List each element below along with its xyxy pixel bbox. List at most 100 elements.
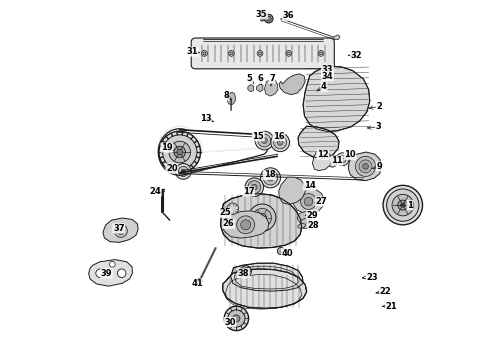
Text: 14: 14 bbox=[304, 181, 316, 190]
Circle shape bbox=[392, 194, 414, 216]
Polygon shape bbox=[223, 269, 307, 309]
Circle shape bbox=[181, 169, 186, 174]
Text: 37: 37 bbox=[113, 224, 124, 233]
Text: 34: 34 bbox=[321, 72, 333, 81]
FancyBboxPatch shape bbox=[191, 38, 334, 69]
Circle shape bbox=[241, 220, 251, 230]
Text: 11: 11 bbox=[331, 156, 343, 165]
Circle shape bbox=[245, 178, 264, 197]
Text: 7: 7 bbox=[269, 75, 275, 84]
Circle shape bbox=[196, 278, 202, 284]
Circle shape bbox=[169, 141, 191, 163]
Text: 17: 17 bbox=[243, 187, 254, 196]
Text: 18: 18 bbox=[264, 171, 275, 180]
Circle shape bbox=[253, 208, 271, 227]
Circle shape bbox=[304, 197, 313, 206]
Circle shape bbox=[260, 18, 264, 21]
Circle shape bbox=[287, 52, 290, 55]
Circle shape bbox=[266, 16, 271, 21]
Text: 28: 28 bbox=[307, 221, 319, 230]
Circle shape bbox=[96, 269, 104, 278]
Text: 15: 15 bbox=[252, 132, 264, 141]
Circle shape bbox=[224, 306, 248, 330]
Circle shape bbox=[336, 153, 349, 166]
Circle shape bbox=[175, 163, 191, 179]
Polygon shape bbox=[222, 211, 269, 238]
Text: 39: 39 bbox=[101, 269, 112, 278]
Circle shape bbox=[228, 310, 245, 327]
Text: 32: 32 bbox=[350, 51, 362, 60]
Text: 41: 41 bbox=[192, 279, 203, 288]
Text: 33: 33 bbox=[322, 65, 333, 74]
Polygon shape bbox=[220, 194, 302, 248]
Circle shape bbox=[330, 161, 335, 165]
Text: 24: 24 bbox=[149, 187, 161, 196]
Circle shape bbox=[259, 52, 262, 55]
Circle shape bbox=[241, 266, 251, 276]
Circle shape bbox=[387, 189, 419, 221]
Polygon shape bbox=[279, 177, 305, 204]
Text: 3: 3 bbox=[375, 122, 381, 131]
Text: 5: 5 bbox=[247, 75, 253, 84]
Text: 1: 1 bbox=[407, 201, 413, 210]
Polygon shape bbox=[293, 189, 324, 214]
Polygon shape bbox=[256, 84, 263, 92]
Text: 2: 2 bbox=[376, 102, 382, 111]
Text: 40: 40 bbox=[281, 249, 293, 258]
Ellipse shape bbox=[298, 224, 305, 228]
Polygon shape bbox=[303, 66, 370, 132]
Polygon shape bbox=[297, 212, 311, 222]
Text: 22: 22 bbox=[380, 287, 392, 296]
Text: 8: 8 bbox=[223, 91, 229, 100]
Circle shape bbox=[355, 156, 375, 176]
Polygon shape bbox=[227, 92, 236, 105]
Circle shape bbox=[174, 146, 186, 158]
Circle shape bbox=[109, 261, 115, 267]
Text: 20: 20 bbox=[166, 164, 178, 173]
Polygon shape bbox=[248, 85, 254, 92]
Polygon shape bbox=[103, 218, 138, 242]
Text: 25: 25 bbox=[219, 208, 231, 217]
Circle shape bbox=[363, 163, 368, 169]
Text: 9: 9 bbox=[376, 162, 382, 171]
Circle shape bbox=[177, 149, 183, 155]
Circle shape bbox=[267, 175, 274, 181]
Polygon shape bbox=[231, 263, 303, 291]
Polygon shape bbox=[265, 80, 278, 96]
Text: 10: 10 bbox=[344, 150, 356, 159]
Polygon shape bbox=[157, 126, 291, 152]
Circle shape bbox=[117, 269, 126, 278]
Polygon shape bbox=[313, 151, 332, 171]
Circle shape bbox=[237, 216, 255, 234]
Circle shape bbox=[228, 50, 234, 56]
Circle shape bbox=[227, 203, 239, 215]
Circle shape bbox=[383, 185, 422, 225]
Circle shape bbox=[286, 50, 292, 56]
Circle shape bbox=[318, 50, 324, 56]
Circle shape bbox=[359, 160, 372, 173]
Circle shape bbox=[115, 225, 127, 237]
Circle shape bbox=[178, 166, 188, 176]
Circle shape bbox=[274, 136, 287, 149]
Circle shape bbox=[233, 315, 240, 322]
Circle shape bbox=[163, 135, 197, 169]
Circle shape bbox=[230, 52, 233, 55]
Text: 6: 6 bbox=[257, 75, 263, 84]
Circle shape bbox=[328, 158, 337, 167]
Circle shape bbox=[257, 50, 263, 56]
Text: 30: 30 bbox=[224, 318, 236, 327]
Circle shape bbox=[398, 200, 408, 210]
Polygon shape bbox=[348, 152, 381, 181]
Text: 23: 23 bbox=[366, 273, 378, 282]
Polygon shape bbox=[334, 35, 340, 40]
Text: 13: 13 bbox=[200, 114, 211, 123]
Text: 36: 36 bbox=[282, 11, 294, 20]
Circle shape bbox=[300, 194, 317, 210]
Text: 35: 35 bbox=[256, 10, 268, 19]
Text: 27: 27 bbox=[315, 197, 327, 206]
Circle shape bbox=[271, 133, 290, 152]
Text: 38: 38 bbox=[238, 269, 249, 278]
Text: 31: 31 bbox=[186, 47, 198, 56]
Circle shape bbox=[251, 184, 257, 190]
Polygon shape bbox=[298, 126, 339, 158]
